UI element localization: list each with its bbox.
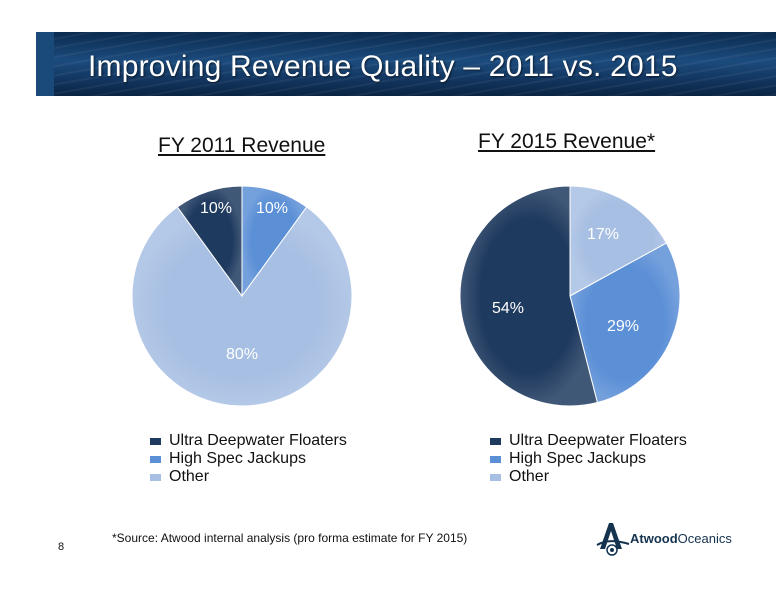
pie-data-label: 10% (256, 200, 288, 217)
legend-swatch (490, 437, 501, 445)
pie-slice-other (569, 185, 668, 297)
pie-chart-fy2015: 17% 29% 54% (459, 185, 681, 407)
logo-text: AtwoodOceanics (630, 531, 732, 546)
legend-swatch (150, 473, 161, 481)
legend-item-other: Other (150, 468, 347, 486)
chart-title-fy2011: FY 2011 Revenue (158, 134, 326, 157)
pie-slice-ultra-deepwater (176, 185, 243, 298)
pie-data-label: 17% (587, 226, 619, 243)
company-logo: AtwoodOceanics (596, 521, 736, 557)
logo-word-atwood: Atwood (630, 531, 678, 546)
chart-title-fy2015: FY 2015 Revenue* (478, 130, 656, 153)
pie-slice-ultra-deepwater (459, 185, 598, 407)
legend-swatch (490, 455, 501, 463)
legend-item-high-spec: High Spec Jackups (150, 450, 347, 468)
legend-fy2011: Ultra Deepwater Floaters High Spec Jacku… (150, 432, 347, 486)
source-footnote: *Source: Atwood internal analysis (pro f… (112, 531, 468, 545)
legend-label: High Spec Jackups (509, 450, 646, 467)
pie-data-label: 29% (607, 318, 639, 335)
legend-label: Other (509, 468, 550, 485)
legend-label: Other (169, 468, 210, 485)
legend-item-other: Other (490, 468, 687, 486)
pie-data-label: 10% (200, 200, 232, 217)
legend-swatch (490, 473, 501, 481)
legend-label: Ultra Deepwater Floaters (509, 432, 687, 449)
legend-item-high-spec: High Spec Jackups (490, 450, 687, 468)
pie-chart-fy2011: 10% 80% 10% (131, 185, 353, 407)
legend-item-ultra-deepwater: Ultra Deepwater Floaters (490, 432, 687, 450)
pie-data-label: 54% (492, 300, 524, 317)
page-number: 8 (58, 541, 65, 553)
pie-slice-other (131, 206, 353, 407)
legend-fy2015: Ultra Deepwater Floaters High Spec Jacku… (490, 432, 687, 486)
legend-swatch (150, 437, 161, 445)
pie-data-label: 80% (226, 346, 258, 363)
pie-slice-high-spec (569, 242, 681, 404)
legend-label: Ultra Deepwater Floaters (169, 432, 347, 449)
legend-item-ultra-deepwater: Ultra Deepwater Floaters (150, 432, 347, 450)
legend-swatch (150, 455, 161, 463)
legend-label: High Spec Jackups (169, 450, 306, 467)
title-banner (36, 32, 776, 96)
logo-word-oceanics: Oceanics (677, 531, 732, 546)
slide-title: Improving Revenue Quality – 2011 vs. 201… (88, 50, 678, 83)
logo-mark-icon (596, 523, 630, 556)
